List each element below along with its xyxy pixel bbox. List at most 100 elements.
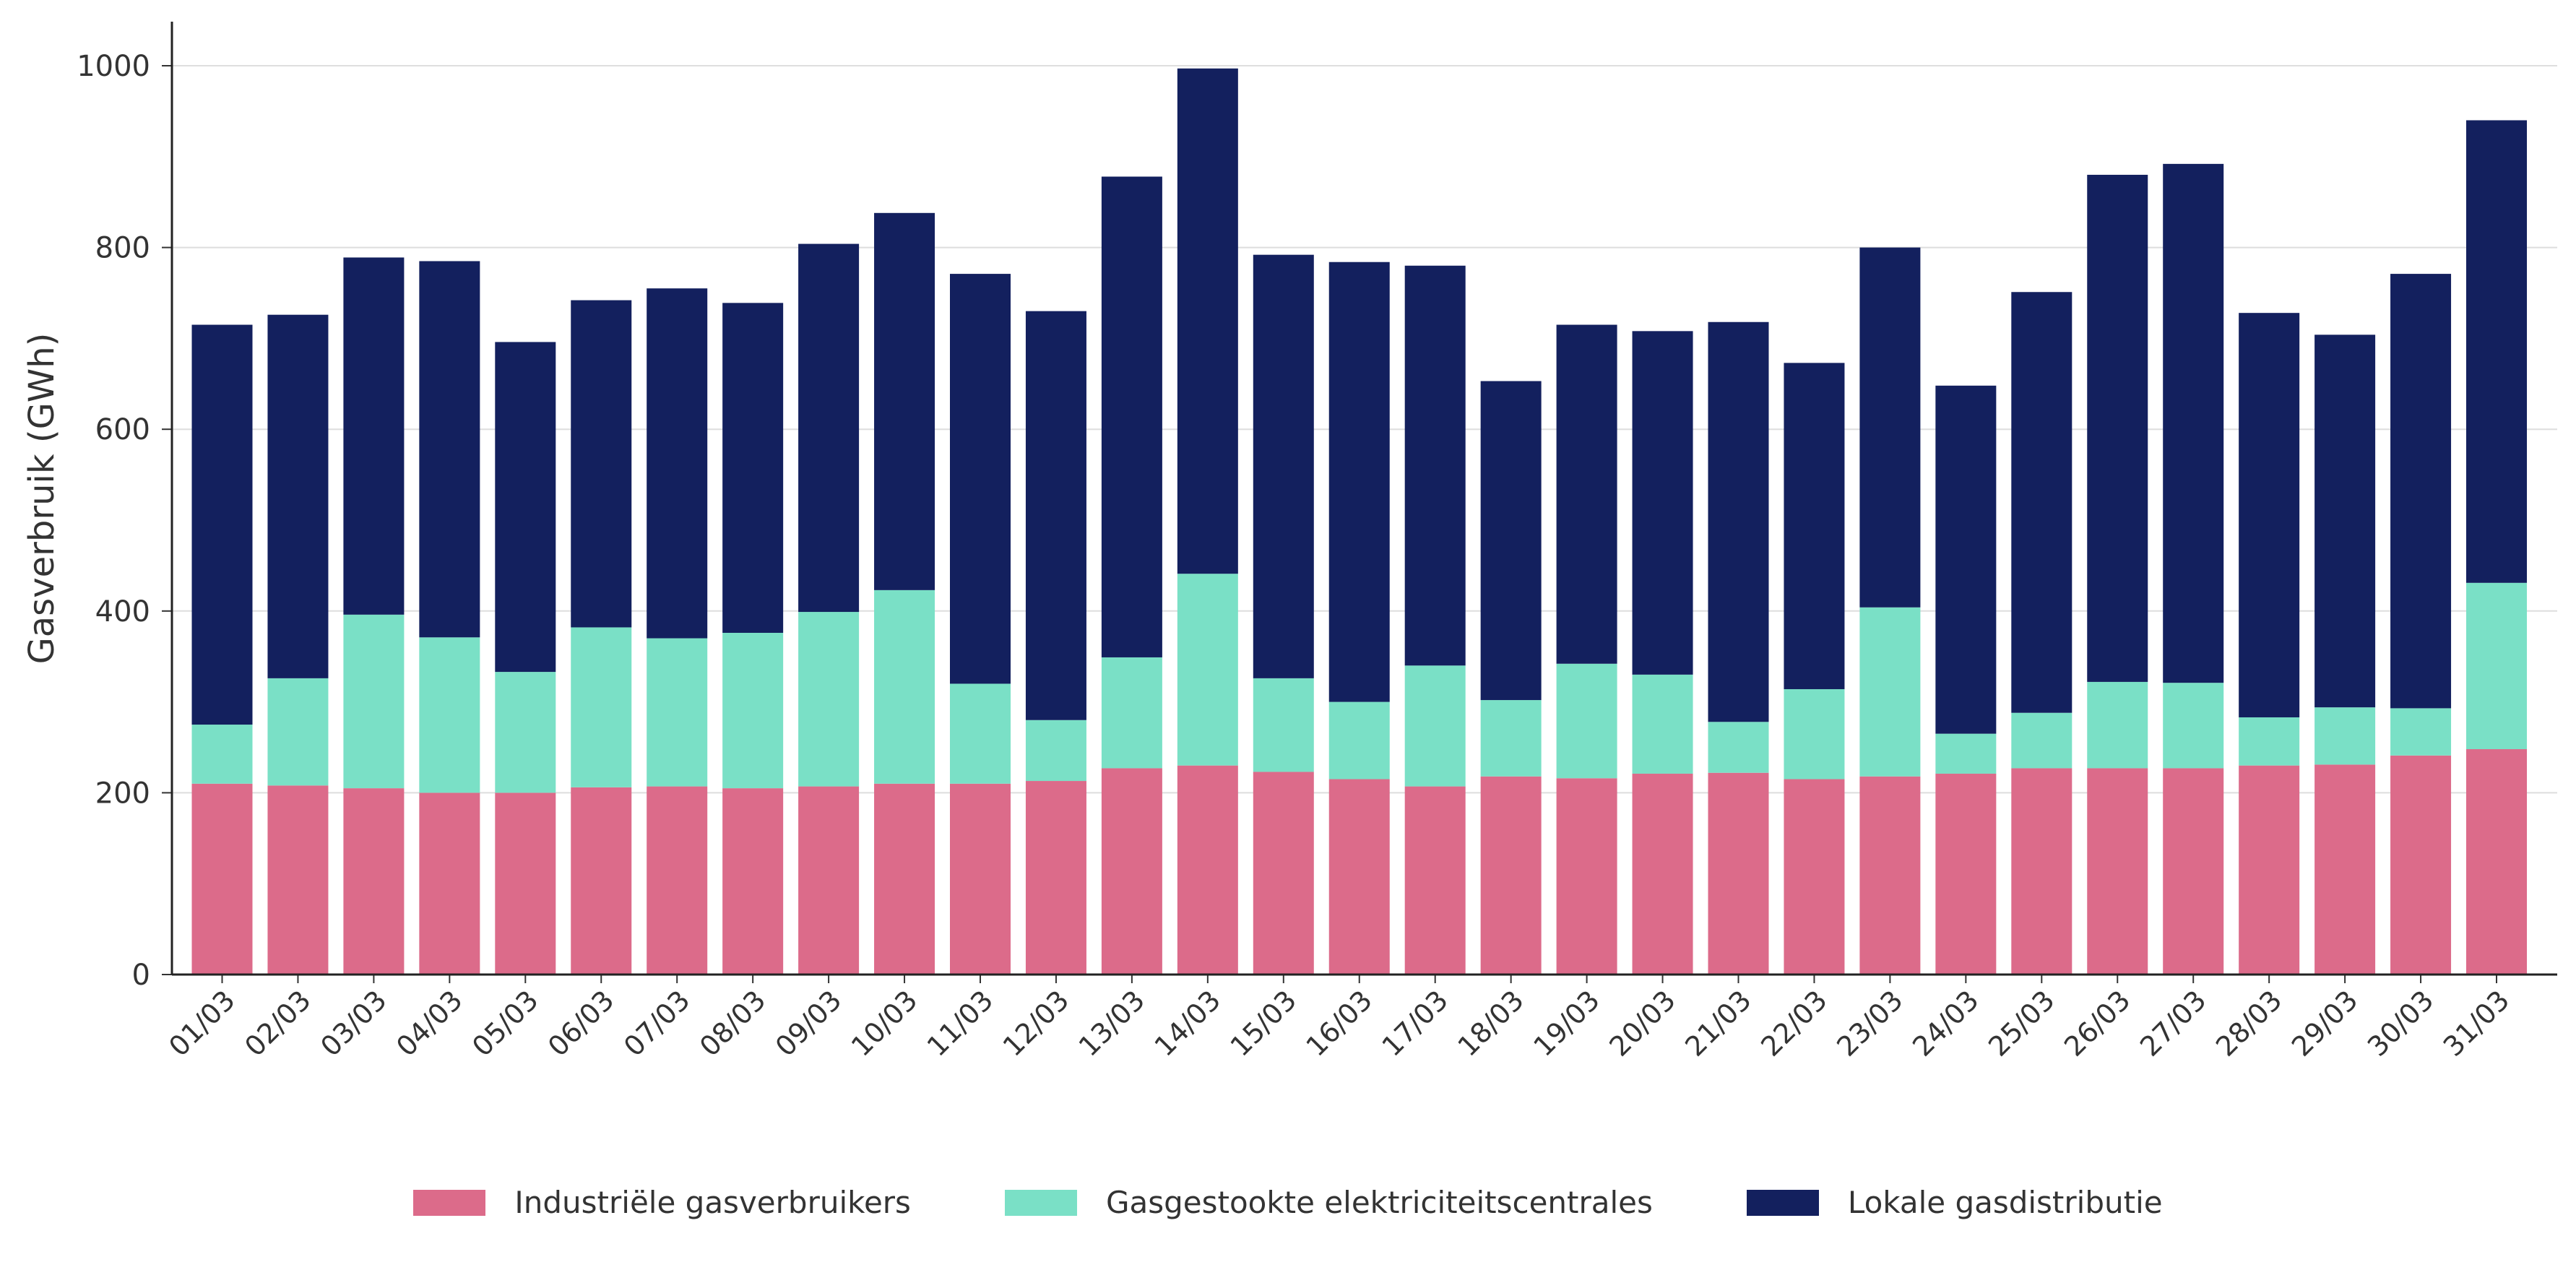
y-tick-label-200: 200 [95, 777, 150, 810]
bar-18-03-series-0 [1480, 776, 1542, 975]
bar-13-03-series-0 [1101, 768, 1162, 975]
bar-17-03-series-0 [1404, 786, 1466, 975]
bar-09-03-series-1 [798, 612, 860, 787]
x-tick-label-17: 18/03 [1451, 984, 1530, 1063]
bar-07-03-series-0 [647, 786, 708, 975]
y-tick-label-1000: 1000 [77, 50, 150, 83]
bar-06-03-series-1 [571, 627, 632, 787]
x-tick-label-29: 30/03 [2361, 984, 2440, 1063]
bar-28-03-series-2 [2239, 313, 2300, 717]
bar-05-03-series-1 [495, 672, 556, 793]
bar-02-03-series-2 [267, 314, 329, 678]
bar-06-03-series-0 [571, 787, 632, 975]
x-tick-label-14: 15/03 [1224, 984, 1303, 1063]
bar-29-03-series-2 [2314, 334, 2376, 708]
bar-15-03-series-2 [1253, 254, 1314, 678]
x-tick-label-6: 07/03 [618, 984, 696, 1063]
bar-15-03-series-0 [1253, 772, 1314, 975]
bar-03-03-series-1 [343, 614, 405, 789]
y-tick-label-600: 600 [95, 413, 150, 446]
legend-item-industrie: Industriële gasverbruikers [413, 1185, 911, 1220]
x-tick-label-21: 22/03 [1755, 984, 1833, 1063]
x-tick-label-13: 14/03 [1149, 984, 1227, 1063]
bar-26-03-series-1 [2087, 681, 2148, 769]
x-tick-label-3: 04/03 [390, 984, 469, 1063]
legend-label-distributie: Lokale gasdistributie [1847, 1185, 2163, 1220]
bar-08-03-series-2 [722, 303, 784, 633]
x-tick-label-1: 02/03 [238, 984, 317, 1063]
bar-11-03-series-2 [950, 274, 1011, 684]
x-tick-label-27: 28/03 [2210, 984, 2288, 1063]
bar-02-03-series-0 [267, 785, 329, 975]
x-tick-label-20: 21/03 [1679, 984, 1758, 1063]
bar-10-03-series-0 [874, 783, 935, 975]
x-tick-label-7: 08/03 [693, 984, 772, 1063]
bar-12-03-series-2 [1025, 311, 1086, 720]
bar-23-03-series-2 [1859, 247, 1921, 608]
bar-14-03-series-2 [1177, 68, 1238, 574]
x-tick-label-16: 17/03 [1376, 984, 1455, 1063]
bar-12-03-series-0 [1025, 781, 1086, 975]
legend-item-distributie: Lokale gasdistributie [1746, 1185, 2163, 1220]
bar-18-03-series-1 [1480, 700, 1542, 777]
bar-07-03-series-2 [647, 288, 708, 639]
x-tick-label-4: 05/03 [466, 984, 545, 1063]
bar-30-03-series-2 [2390, 274, 2452, 709]
x-tick-label-19: 20/03 [1603, 984, 1682, 1063]
bar-02-03-series-1 [267, 678, 329, 786]
bar-26-03-series-2 [2087, 174, 2148, 682]
bar-12-03-series-1 [1025, 720, 1086, 782]
bar-31-03-series-0 [2466, 749, 2527, 975]
bar-25-03-series-1 [2011, 712, 2073, 769]
bar-23-03-series-0 [1859, 776, 1921, 975]
bar-19-03-series-1 [1556, 663, 1617, 779]
bar-28-03-series-0 [2239, 765, 2300, 975]
bar-28-03-series-1 [2239, 717, 2300, 766]
bar-29-03-series-0 [2314, 764, 2376, 975]
bar-26-03-series-0 [2087, 768, 2148, 975]
bar-16-03-series-1 [1328, 701, 1390, 779]
bar-01-03-series-0 [191, 783, 253, 975]
y-tick-label-800: 800 [95, 232, 150, 265]
bar-31-03-series-1 [2466, 582, 2527, 750]
bar-01-03-series-1 [191, 725, 253, 784]
bar-01-03-series-2 [191, 324, 253, 725]
bar-07-03-series-1 [647, 638, 708, 787]
x-tick-label-2: 03/03 [314, 984, 393, 1063]
bar-21-03-series-2 [1708, 321, 1769, 722]
bar-13-03-series-1 [1101, 657, 1162, 769]
bar-16-03-series-2 [1328, 262, 1390, 702]
bar-10-03-series-1 [874, 589, 935, 784]
legend-swatch-centrales [1004, 1189, 1077, 1216]
x-tick-label-25: 26/03 [2058, 984, 2137, 1063]
x-tick-label-28: 29/03 [2286, 984, 2364, 1063]
x-tick-label-10: 11/03 [921, 984, 1000, 1063]
x-tick-label-22: 23/03 [1831, 984, 1909, 1063]
x-tick-label-12: 13/03 [1073, 984, 1151, 1063]
x-tick-label-18: 19/03 [1527, 984, 1606, 1063]
bar-14-03-series-1 [1177, 574, 1238, 766]
x-tick-label-8: 09/03 [769, 984, 848, 1063]
bar-29-03-series-1 [2314, 707, 2376, 765]
bar-04-03-series-1 [419, 637, 480, 793]
bar-24-03-series-2 [1935, 385, 1997, 734]
x-tick-label-11: 12/03 [997, 984, 1076, 1063]
bar-10-03-series-2 [874, 212, 935, 590]
x-tick-label-5: 06/03 [542, 984, 621, 1063]
bar-25-03-series-0 [2011, 768, 2073, 975]
bar-13-03-series-2 [1101, 176, 1162, 657]
bar-09-03-series-2 [798, 243, 860, 613]
legend-label-centrales: Gasgestookte elektriciteitscentrales [1105, 1185, 1653, 1220]
x-tick-label-24: 25/03 [1982, 984, 2061, 1063]
x-tick-label-30: 31/03 [2437, 984, 2516, 1063]
bar-27-03-series-2 [2163, 163, 2224, 683]
legend-swatch-industrie [413, 1189, 486, 1216]
bar-25-03-series-2 [2011, 292, 2073, 713]
bar-21-03-series-0 [1708, 772, 1769, 975]
bar-14-03-series-0 [1177, 765, 1238, 975]
bar-30-03-series-1 [2390, 708, 2452, 756]
bar-05-03-series-0 [495, 792, 556, 975]
legend-swatch-distributie [1746, 1189, 1819, 1216]
bar-08-03-series-1 [722, 632, 784, 789]
bar-06-03-series-2 [571, 300, 632, 628]
